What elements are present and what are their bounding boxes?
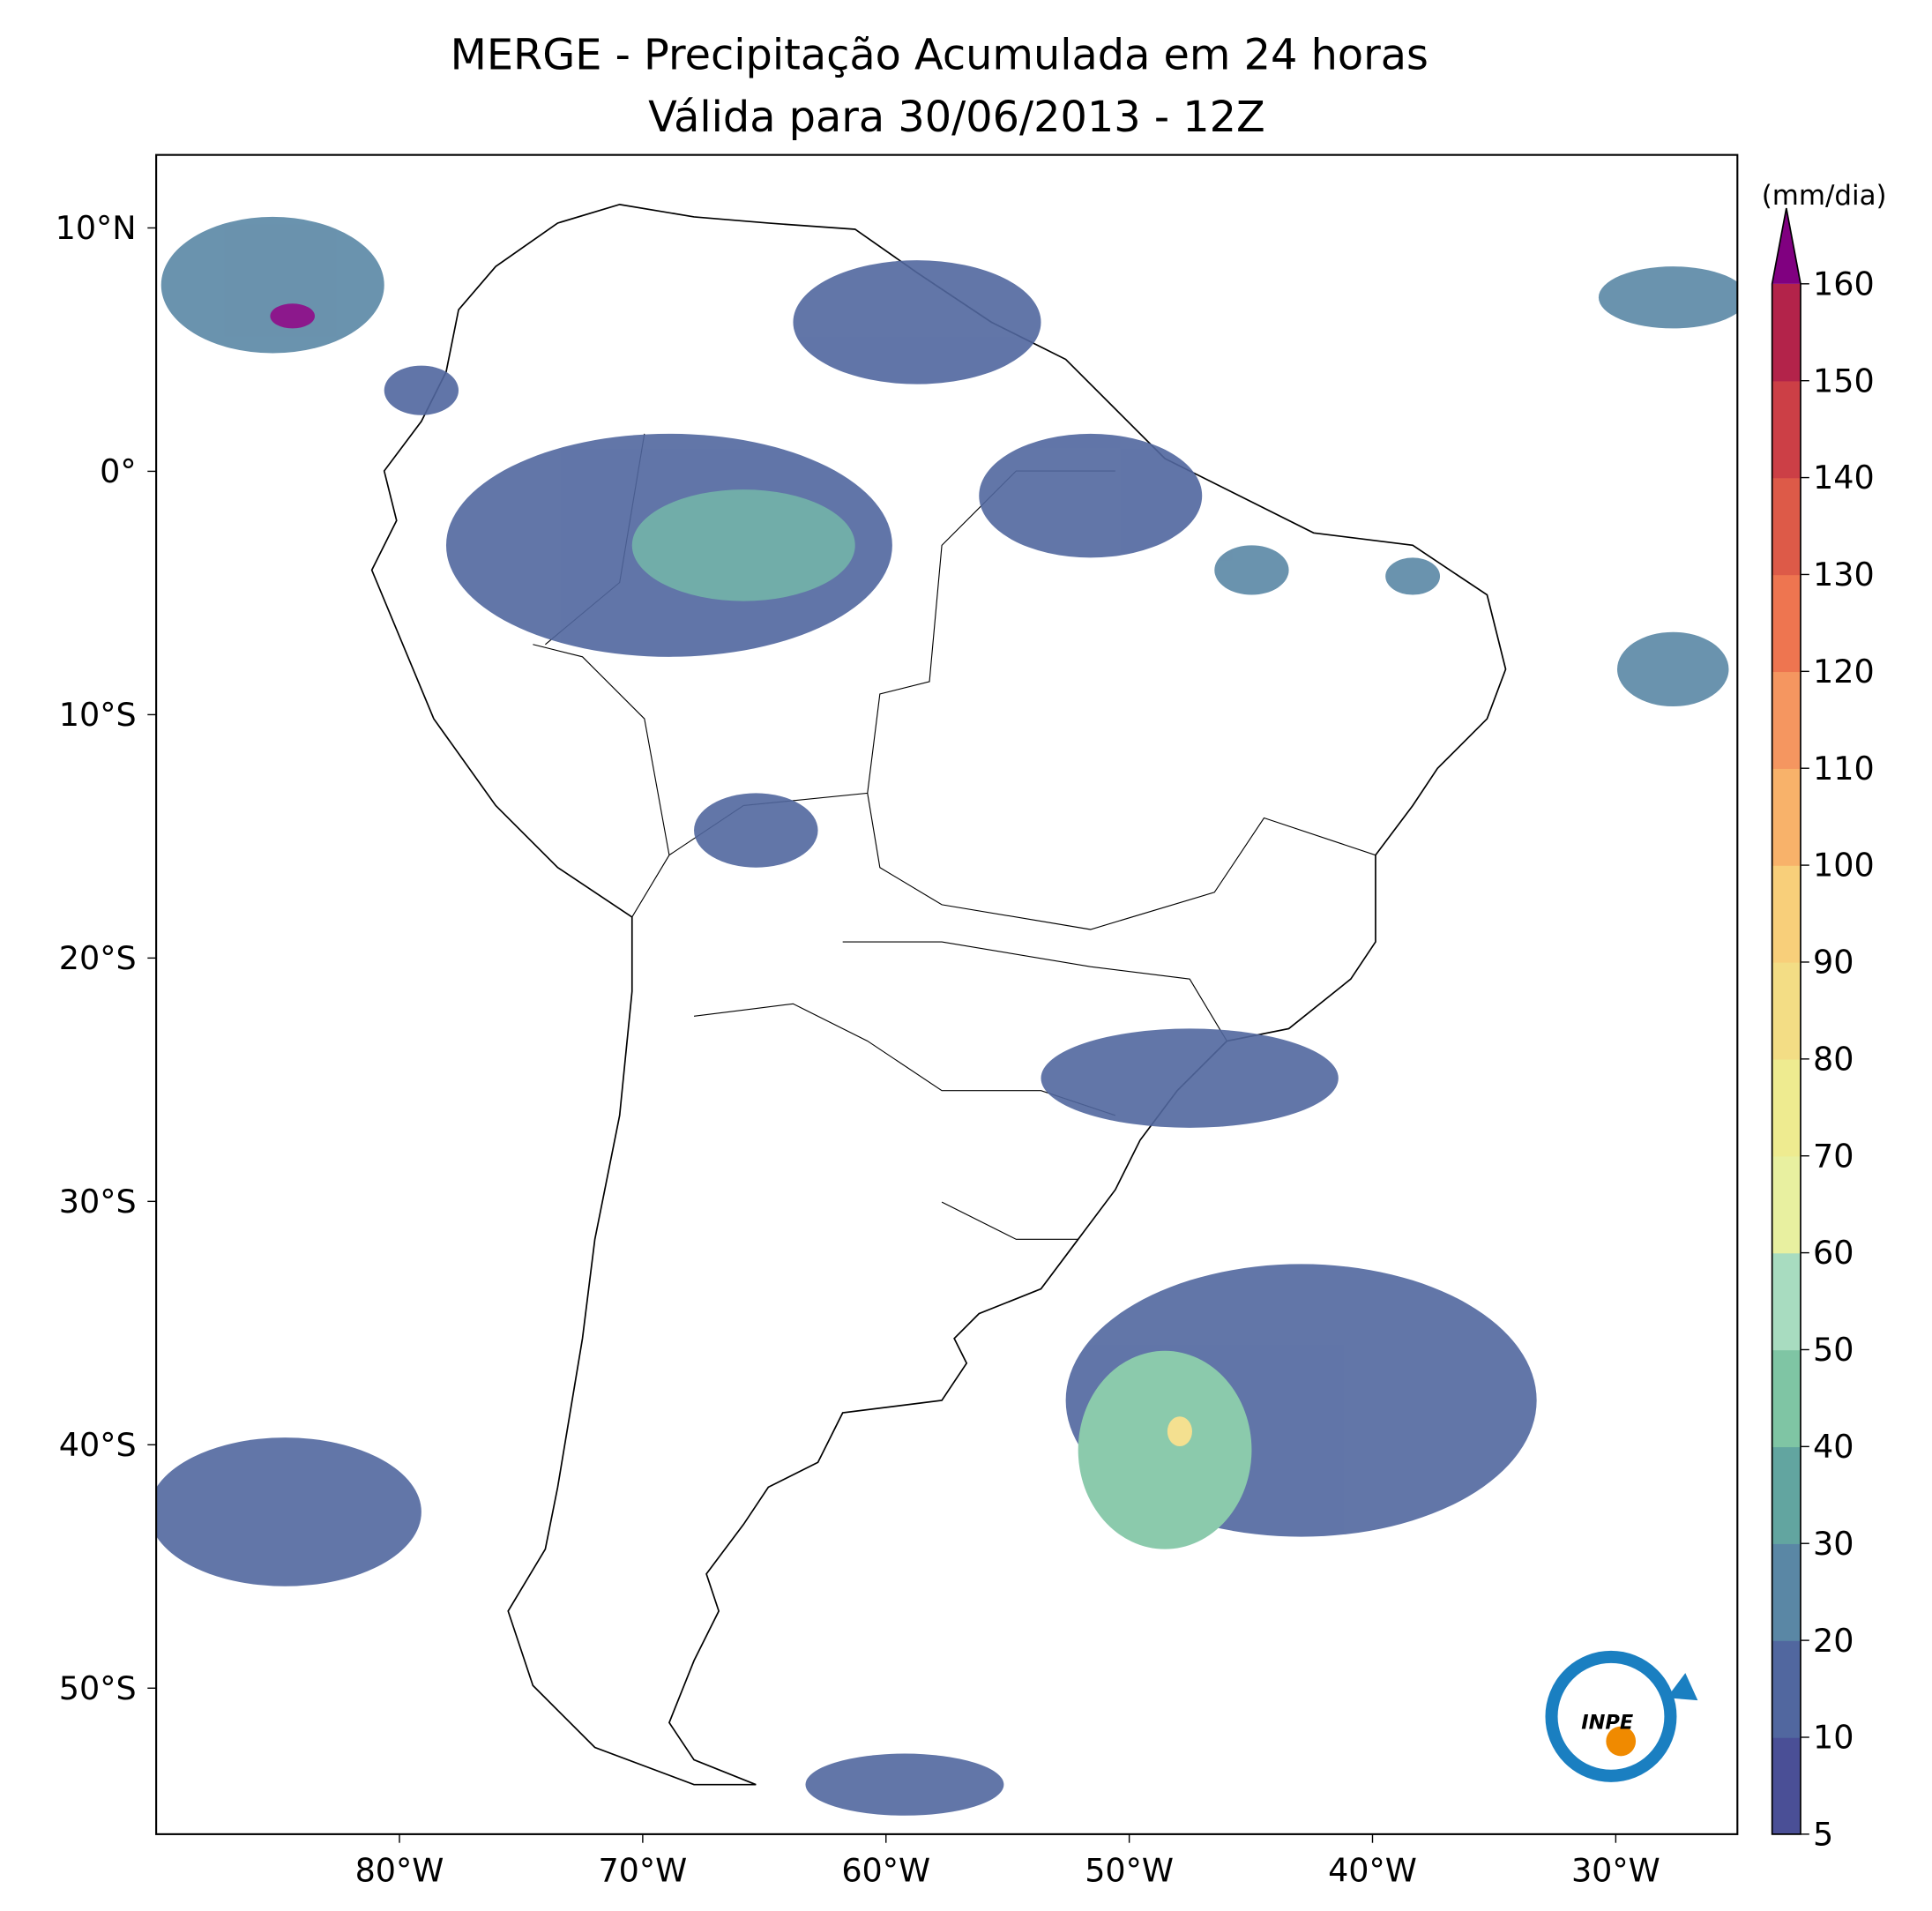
colorbar-tick-label: 5	[1813, 1816, 1833, 1854]
colorbar-band	[1772, 1446, 1801, 1544]
colorbar-band	[1772, 1543, 1801, 1641]
colorbar-tick-label: 100	[1813, 847, 1875, 885]
colorbar-band	[1772, 283, 1801, 382]
colorbar-frame	[1771, 207, 1801, 1835]
colorbar-band	[1772, 1736, 1801, 1835]
colorbar-band	[1772, 1252, 1801, 1351]
colorbar-tick-label: 130	[1813, 556, 1875, 593]
x-tick-label: 80°W	[355, 1851, 444, 1889]
colorbar-extend	[1772, 208, 1801, 284]
colorbar-band	[1772, 671, 1801, 769]
x-tick-label: 50°W	[1085, 1851, 1174, 1889]
x-tick-label: 60°W	[841, 1851, 930, 1889]
y-tick-label: 0°	[100, 452, 137, 490]
y-tick-label: 30°S	[59, 1183, 137, 1221]
colorbar-tick-label: 10	[1813, 1719, 1854, 1757]
y-tick-label: 40°S	[59, 1426, 137, 1464]
colorbar-tick-label: 40	[1813, 1428, 1854, 1466]
colorbar-tick-label: 160	[1813, 265, 1875, 302]
colorbar-band	[1772, 961, 1801, 1060]
colorbar-band	[1772, 380, 1801, 479]
colorbar-tick-label: 140	[1813, 459, 1875, 496]
x-tick-label: 70°W	[598, 1851, 687, 1889]
colorbar-band	[1772, 1640, 1801, 1738]
map-area	[156, 204, 1738, 1816]
colorbar-band	[1772, 865, 1801, 963]
colorbar-tick-label: 70	[1813, 1137, 1854, 1175]
colorbar-tick-label: 20	[1813, 1622, 1854, 1660]
coastline	[370, 204, 1507, 1786]
colorbar-tick-label: 60	[1813, 1234, 1854, 1272]
colorbar-band	[1772, 574, 1801, 673]
logo-text: INPE	[1581, 1711, 1634, 1734]
x-tick-label: 40°W	[1328, 1851, 1417, 1889]
subtitle: Válida para 30/06/2013 - 12Z	[648, 93, 1265, 142]
colorbar-tick-label: 50	[1813, 1331, 1854, 1369]
title: MERGE - Precipitação Acumulada em 24 hor…	[451, 32, 1428, 80]
colorbar-tick-label: 30	[1813, 1525, 1854, 1563]
x-tick-label: 30°W	[1571, 1851, 1660, 1889]
colorbar-tick-label: 120	[1813, 653, 1875, 690]
logo: INPE	[1545, 1650, 1698, 1782]
y-tick-label: 10°S	[59, 696, 137, 734]
colorbar-tick-label: 110	[1813, 750, 1875, 788]
y-tick-label: 10°N	[56, 209, 137, 247]
colorbar-tick-label: 80	[1813, 1040, 1854, 1078]
colorbar-label: (mm/dia)	[1762, 180, 1887, 212]
colorbar-tick-label: 90	[1813, 944, 1854, 982]
map-frame	[155, 153, 1739, 1835]
colorbar-tick-label: 150	[1813, 362, 1875, 399]
colorbar-band	[1772, 1349, 1801, 1448]
y-tick-label: 20°S	[59, 939, 137, 977]
colorbar-band	[1772, 477, 1801, 576]
colorbar-band	[1772, 1058, 1801, 1157]
colorbar-band	[1772, 1155, 1801, 1254]
borders	[533, 433, 1376, 1240]
colorbar-band	[1772, 768, 1801, 866]
y-tick-label: 50°S	[59, 1669, 137, 1707]
rain-areas	[156, 216, 1738, 1816]
